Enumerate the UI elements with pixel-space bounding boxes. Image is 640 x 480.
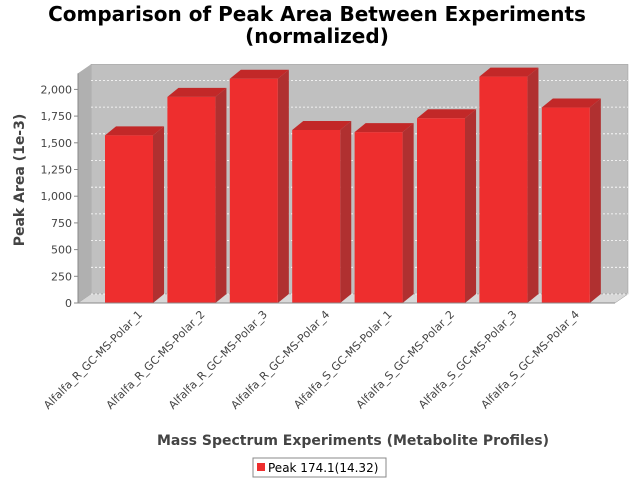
bar-side	[527, 67, 539, 303]
bar	[354, 123, 414, 304]
y-tick-label: 750	[51, 217, 72, 230]
legend-box	[252, 457, 387, 478]
bar	[417, 109, 477, 304]
chart-title: Comparison of Peak Area Between Experime…	[48, 2, 586, 26]
bar	[479, 67, 539, 303]
bar-front	[105, 135, 153, 303]
bar-side	[277, 69, 289, 303]
x-tick-label: Alfalfa_R_GC-MS-Polar_1	[41, 308, 145, 412]
bar-front	[292, 129, 341, 303]
y-tick-label: 1,000	[41, 190, 73, 203]
bar	[229, 69, 289, 303]
bar-side	[340, 120, 352, 303]
bar	[105, 126, 165, 303]
bar-top	[479, 67, 539, 77]
bar	[541, 98, 601, 303]
y-tick-label: 1,750	[41, 110, 73, 123]
x-axis: Alfalfa_R_GC-MS-Polar_1Alfalfa_R_GC-MS-P…	[41, 302, 615, 412]
bar	[167, 87, 227, 303]
bar-top	[541, 98, 601, 108]
bar-front	[167, 96, 216, 303]
legend-entry: Peak 174.1(14.32)	[268, 461, 378, 475]
bar-top	[229, 69, 289, 79]
bar-front	[417, 118, 465, 304]
bar-side	[402, 123, 414, 304]
y-tick-label: 250	[51, 270, 72, 283]
bar-side	[215, 87, 227, 303]
x-axis-label: Mass Spectrum Experiments (Metabolite Pr…	[157, 433, 549, 449]
y-axis: 0 250 500 750 1,000 1,250 1,500 1,750 2,000	[41, 73, 79, 310]
y-tick-label: 2,000	[41, 83, 73, 96]
plot-left-wall	[78, 64, 91, 303]
legend-swatch	[257, 463, 265, 471]
bar-top	[417, 109, 477, 119]
bar-side	[153, 126, 165, 303]
y-tick-label: 500	[51, 244, 72, 257]
bar-top	[105, 126, 165, 136]
bar-top	[354, 123, 414, 133]
y-tick-label: 0	[65, 297, 72, 310]
bar-front	[541, 107, 590, 303]
bar-front	[354, 132, 403, 303]
bar	[292, 120, 352, 303]
y-tick-label: 1,250	[41, 164, 73, 177]
y-tick-label: 1,500	[41, 137, 73, 150]
legend: Peak 174.1(14.32)	[252, 457, 387, 478]
bar-top	[292, 120, 352, 130]
bar-front	[229, 78, 278, 303]
y-axis-label: Peak Area (1e-3)	[12, 114, 28, 247]
bars	[105, 67, 601, 304]
bar-side	[589, 98, 601, 303]
bar-front	[479, 76, 528, 303]
chart-subtitle: (normalized)	[245, 24, 389, 48]
bar-side	[465, 109, 477, 304]
bar-top	[167, 87, 227, 97]
